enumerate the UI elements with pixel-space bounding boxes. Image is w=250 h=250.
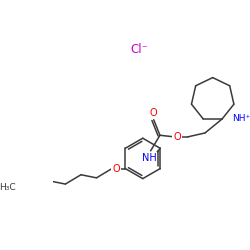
Text: NH⁺: NH⁺: [232, 114, 250, 124]
Text: NH: NH: [142, 153, 156, 163]
Text: O: O: [112, 164, 120, 173]
Text: O: O: [149, 108, 157, 118]
Text: Cl⁻: Cl⁻: [130, 43, 148, 56]
Text: H₃C: H₃C: [0, 184, 16, 192]
Text: O: O: [173, 132, 181, 142]
